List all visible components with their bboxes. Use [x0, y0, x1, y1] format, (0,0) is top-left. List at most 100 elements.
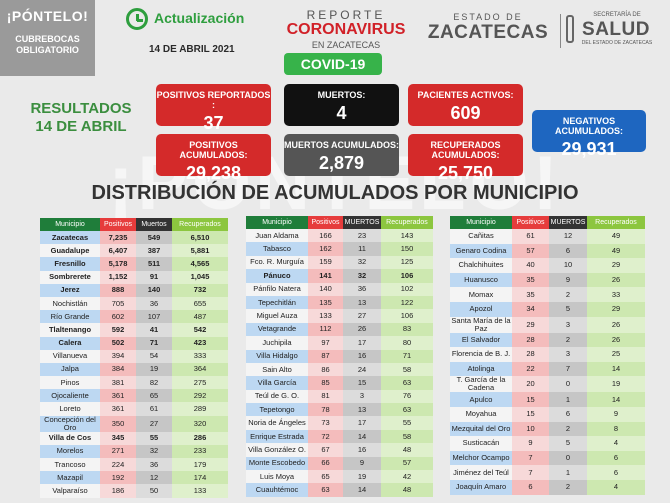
cell-value: 186: [100, 484, 136, 498]
cell-value: 271: [100, 444, 136, 458]
municipality-name: Apozol: [450, 301, 512, 317]
cell-value: 13: [343, 403, 381, 417]
cell-value: 50: [136, 484, 172, 498]
municipality-name: Sain Alto: [246, 362, 308, 377]
cell-value: 192: [100, 471, 136, 485]
municipality-name: Sombrerete: [40, 270, 100, 284]
stat-label: MUERTOS ACUMULADOS:: [284, 140, 399, 150]
health-logo-sub: DEL ESTADO DE ZACATECAS: [581, 40, 653, 46]
table-row: Pinos 381 82 275: [40, 376, 228, 390]
cell-value: 87: [308, 349, 343, 363]
municipality-name: Melchor Ocampo: [450, 450, 512, 466]
cell-value: 345: [100, 431, 136, 445]
cell-value: 63: [381, 403, 433, 417]
cell-value: 333: [172, 349, 228, 363]
cell-value: 20: [512, 376, 549, 393]
stat-muertos-acumulados: MUERTOS ACUMULADOS: 2,879: [284, 134, 399, 176]
cell-value: 286: [172, 431, 228, 445]
cell-value: 10: [512, 421, 549, 437]
cell-value: 29: [512, 316, 549, 333]
stat-pacientes-activos: PACIENTES ACTIVOS: 609: [408, 84, 523, 126]
municipality-table-2: Municipio Positivos MUERTOS Recuperados Juan…: [246, 216, 433, 497]
cell-value: 224: [100, 458, 136, 472]
table-row: Apozol 34 5 29: [450, 301, 645, 317]
cell-value: 511: [136, 257, 172, 271]
cell-value: 320: [172, 415, 228, 432]
municipality-name: Loreto: [40, 402, 100, 416]
table-row: Villanueva 394 54 333: [40, 349, 228, 363]
cell-value: 384: [100, 362, 136, 377]
municipality-name: Valparaíso: [40, 484, 100, 498]
cell-value: 141: [308, 269, 343, 283]
cell-value: 61: [512, 229, 549, 244]
cell-value: 72: [308, 429, 343, 444]
cell-value: 6: [512, 479, 549, 495]
cell-value: 174: [172, 471, 228, 485]
municipality-name: Jerez: [40, 283, 100, 297]
cell-value: 33: [587, 287, 645, 302]
cell-value: 17: [343, 336, 381, 350]
cell-value: 63: [308, 483, 343, 497]
cell-value: 233: [172, 444, 228, 458]
cell-value: 4,565: [172, 257, 228, 271]
municipality-name: Villa García: [246, 376, 308, 390]
stat-label: POSITIVOS REPORTADOS :: [156, 90, 271, 110]
municipality-name: Vetagrande: [246, 322, 308, 337]
stat-value: 609: [450, 103, 481, 123]
badge-line-3: OBLIGATORIO: [16, 45, 79, 55]
table-row: Atolinga 22 7 14: [450, 361, 645, 377]
cell-value: 12: [549, 229, 587, 244]
municipality-name: Apulco: [450, 392, 512, 407]
municipality-name: Tepechitlán: [246, 295, 308, 310]
cell-value: 71: [136, 336, 172, 350]
table-row: Fco. R. Murguía 159 32 125: [246, 255, 433, 270]
cell-value: 82: [136, 376, 172, 390]
cell-value: 48: [381, 483, 433, 497]
cell-value: 57: [512, 243, 549, 259]
municipality-name: T. García de la Cadena: [450, 376, 512, 393]
table-row: Jalpa 384 19 364: [40, 362, 228, 377]
table-header-row: Municipio Positivos MUERTOS Recuperados: [450, 216, 645, 229]
cell-value: 40: [512, 258, 549, 273]
municipality-name: Nochistlán: [40, 296, 100, 311]
municipality-name: Villa Hidalgo: [246, 349, 308, 363]
municipality-name: Pánuco: [246, 269, 308, 283]
report-label: REPORTE: [306, 8, 386, 22]
table-row: Tepetongo 78 13 63: [246, 403, 433, 417]
mask-badge: ¡PÓNTELO! CUBREBOCAS OBLIGATORIO: [0, 0, 95, 76]
cell-value: 6,407: [100, 244, 136, 258]
table-header-row: Municipio Positivos Muertos Recuperados: [40, 218, 228, 231]
municipality-name: Monte Escobedo: [246, 456, 308, 471]
cell-value: 133: [308, 309, 343, 323]
cell-value: 19: [136, 362, 172, 377]
municipality-name: Mezquital del Oro: [450, 421, 512, 437]
cell-value: 166: [308, 229, 343, 243]
municipality-name: Cañitas: [450, 229, 512, 244]
municipality-name: Juchipila: [246, 336, 308, 350]
column-header: Municipio: [450, 216, 512, 229]
cell-value: 34: [512, 301, 549, 317]
table-row: Momax 35 2 33: [450, 287, 645, 302]
cell-value: 1,045: [172, 270, 228, 284]
health-logo-small: SECRETARÍA DE: [593, 12, 641, 18]
cell-value: 61: [136, 402, 172, 416]
column-header: Recuperados: [381, 216, 433, 229]
cell-value: 17: [343, 416, 381, 430]
column-header: Municipio: [40, 218, 100, 231]
cell-value: 4: [587, 479, 645, 495]
cell-value: 361: [100, 402, 136, 416]
cell-value: 5,881: [172, 244, 228, 258]
table-row: Mazapil 192 12 174: [40, 471, 228, 485]
municipality-name: Tepetongo: [246, 403, 308, 417]
stat-label: RECUPERADOS ACUMULADOS:: [430, 140, 501, 160]
cell-value: 83: [381, 322, 433, 337]
cell-value: 27: [343, 309, 381, 323]
table-row: Enrique Estrada 72 14 58: [246, 429, 433, 444]
cell-value: 16: [343, 443, 381, 457]
cell-value: 5: [549, 436, 587, 451]
column-header: Muertos: [136, 218, 172, 231]
cell-value: 394: [100, 349, 136, 363]
cell-value: 80: [381, 336, 433, 350]
cell-value: 125: [381, 255, 433, 270]
state-logo-small: ESTADO DE: [453, 12, 523, 22]
